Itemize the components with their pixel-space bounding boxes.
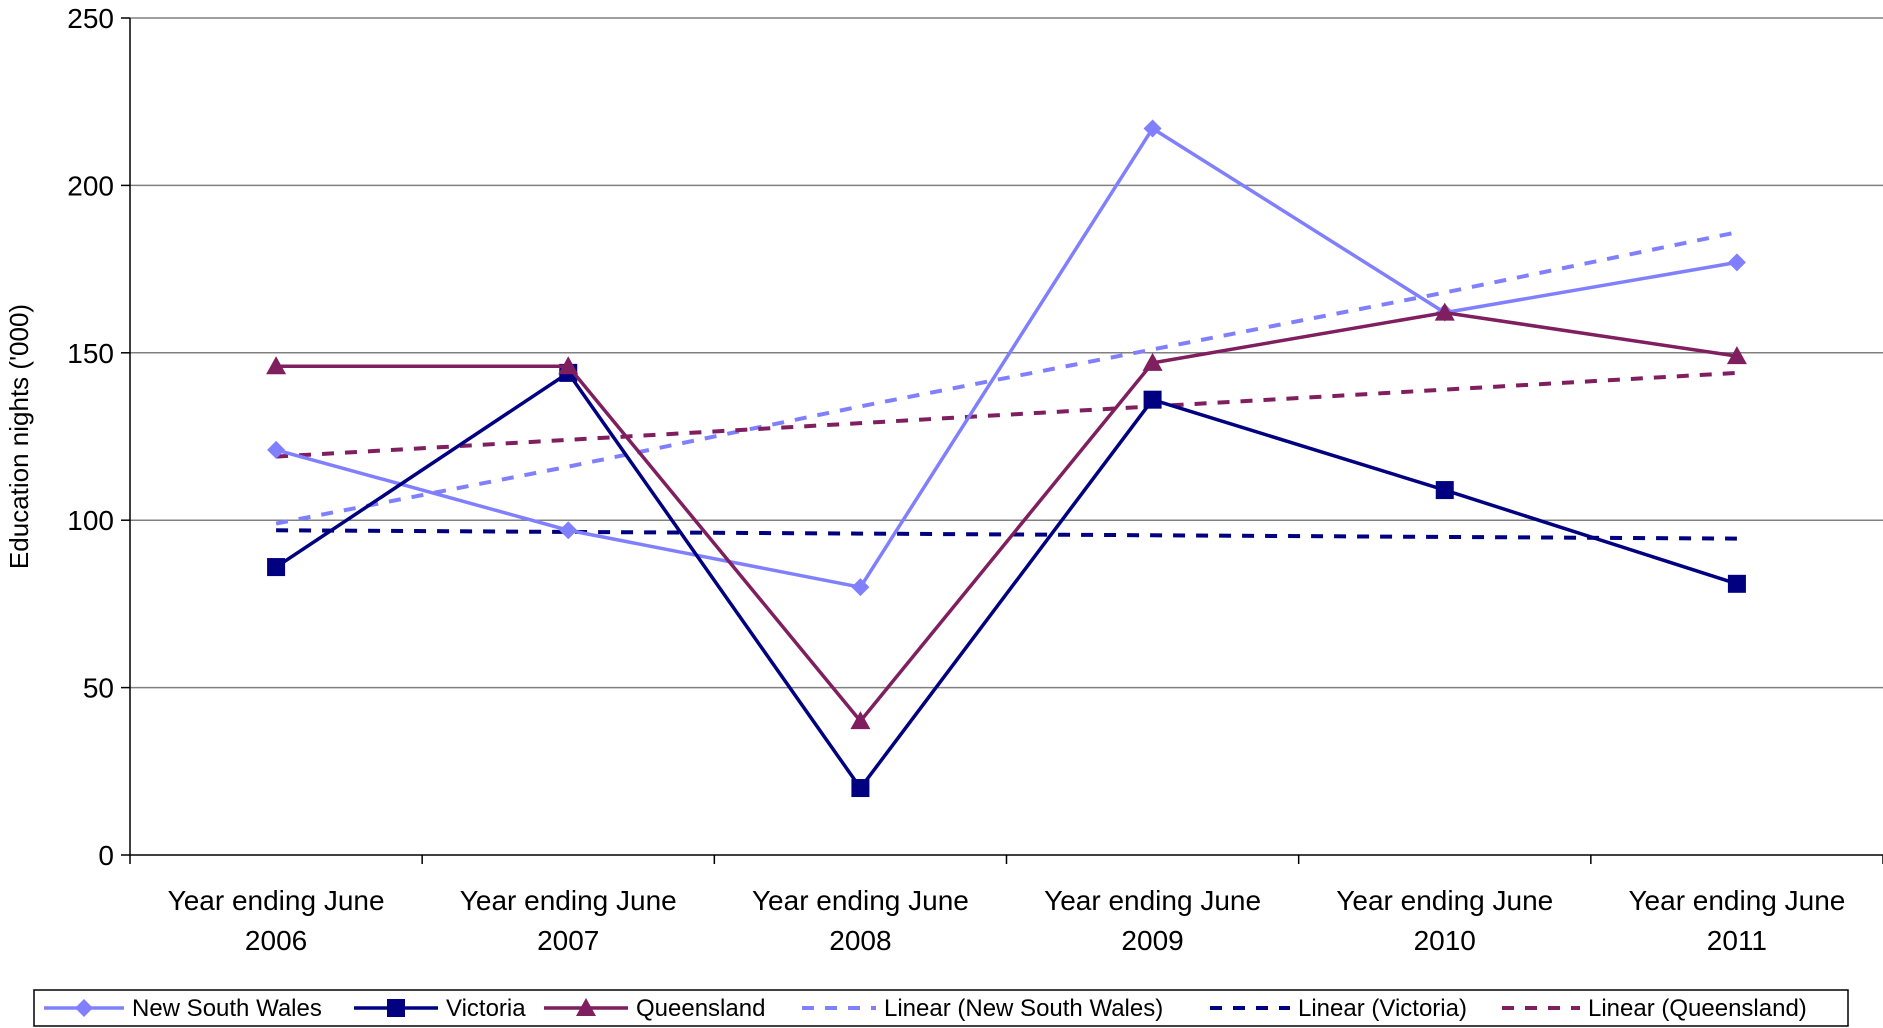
data-series [266, 119, 1747, 798]
legend-label: Linear (Queensland) [1588, 995, 1807, 1022]
x-tick-label: Year ending June [1628, 885, 1845, 916]
data-point [559, 521, 578, 540]
legend-label: Linear (Victoria) [1298, 995, 1467, 1022]
trendlines [275, 230, 1738, 541]
y-tick-label: 50 [83, 673, 114, 704]
data-point [1435, 481, 1454, 500]
x-tick-label: 2010 [1414, 925, 1476, 956]
gridlines [130, 17, 1883, 689]
data-point [1727, 574, 1746, 593]
data-point [266, 356, 287, 375]
data-point [851, 779, 870, 798]
legend-marker [576, 998, 596, 1016]
data-point [1142, 352, 1163, 371]
series-line [276, 310, 1738, 724]
data-point [1143, 119, 1162, 138]
axes [121, 17, 1883, 864]
x-tick-label: 2007 [537, 925, 599, 956]
x-tick-label: Year ending June [168, 885, 385, 916]
legend-label: Queensland [636, 995, 765, 1022]
x-tick-label: Year ending June [1336, 885, 1553, 916]
data-point [558, 356, 579, 375]
legend-item: Linear (New South Wales) [802, 995, 1163, 1022]
legend-item: Victoria [354, 995, 526, 1022]
legend-item: Queensland [544, 995, 765, 1022]
legend-marker [387, 999, 405, 1017]
x-tick-label: Year ending June [752, 885, 969, 916]
y-tick-label: 0 [98, 840, 114, 871]
legend-label: New South Wales [132, 995, 322, 1022]
tick-labels: 0 50 100 150 200 250 Year ending June 2006 Year … [67, 3, 1845, 956]
data-point [1727, 253, 1746, 272]
data-point [851, 578, 870, 597]
series-new-south-wales [267, 119, 1746, 597]
data-point [850, 711, 871, 730]
x-tick-label: Year ending June [1044, 885, 1261, 916]
legend-label: Victoria [446, 995, 526, 1022]
y-tick-label: 100 [67, 505, 114, 536]
y-axis-title: Education nights ('000) [4, 304, 34, 569]
y-tick-label: 150 [67, 338, 114, 369]
legend: New South Wales Victoria Queensland Linear … [33, 989, 1849, 1027]
y-tick-label: 200 [67, 170, 114, 201]
x-tick-label: 2009 [1121, 925, 1183, 956]
data-point [1726, 346, 1747, 365]
data-point [1434, 302, 1455, 321]
legend-box [33, 989, 1849, 1027]
x-tick-label: 2006 [245, 925, 307, 956]
series-victoria [267, 363, 1746, 798]
x-tick-label: Year ending June [460, 885, 677, 916]
legend-marker [75, 999, 93, 1017]
series-queensland [266, 302, 1747, 730]
trendline-0 [275, 230, 1738, 526]
x-tick-label: 2008 [829, 925, 891, 956]
data-point [267, 440, 286, 459]
series-line [275, 370, 1738, 792]
legend-item: Linear (Queensland) [1502, 995, 1807, 1022]
trendline-1 [276, 528, 1737, 541]
data-point [267, 558, 286, 577]
legend-item: New South Wales [44, 995, 322, 1022]
series-line [275, 126, 1738, 590]
trendline-2 [275, 370, 1738, 459]
legend-label: Linear (New South Wales) [884, 995, 1163, 1022]
legend-item: Linear (Victoria) [1210, 995, 1467, 1022]
data-point [1143, 390, 1162, 409]
x-tick-label: 2011 [1707, 925, 1767, 956]
y-tick-label: 250 [67, 3, 114, 34]
